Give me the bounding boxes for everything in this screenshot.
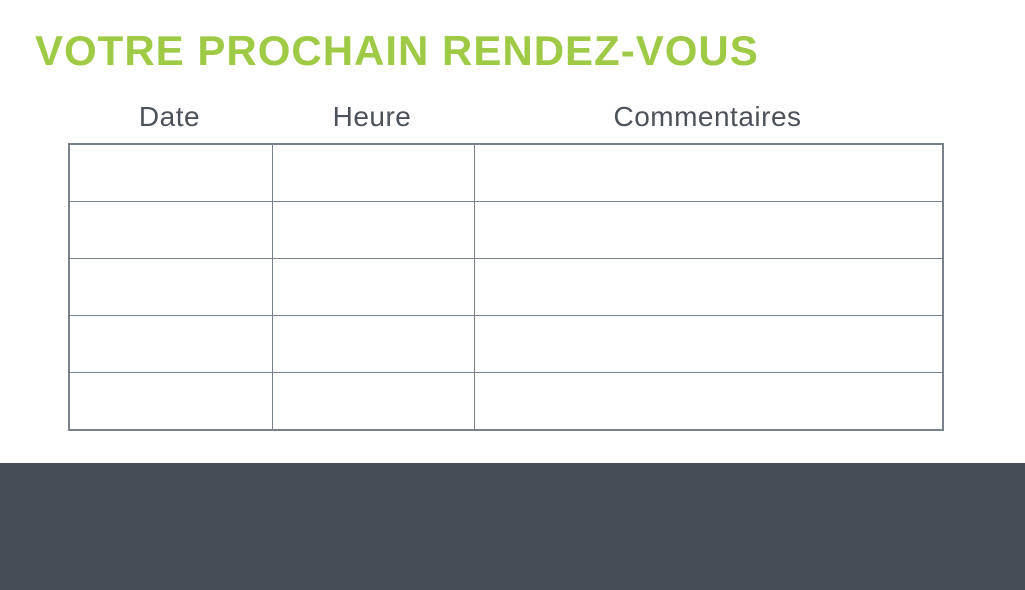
cell-commentaires[interactable] xyxy=(473,258,944,316)
table-row xyxy=(68,372,944,431)
cell-commentaires[interactable] xyxy=(473,201,944,259)
cell-commentaires[interactable] xyxy=(473,315,944,373)
table-row xyxy=(68,315,944,373)
cell-date[interactable] xyxy=(68,372,273,431)
cell-heure[interactable] xyxy=(271,143,475,202)
cell-heure[interactable] xyxy=(271,315,475,373)
cell-commentaires[interactable] xyxy=(473,372,944,431)
cell-heure[interactable] xyxy=(271,201,475,259)
column-header-date: Date xyxy=(138,101,201,132)
column-header-heure: Heure xyxy=(332,101,412,132)
cell-date[interactable] xyxy=(68,201,273,259)
cell-date[interactable] xyxy=(68,315,273,373)
table-column-headers: Date Heure Commentaires xyxy=(68,101,942,133)
cell-date[interactable] xyxy=(68,143,273,202)
table-row xyxy=(68,258,944,316)
cell-commentaires[interactable] xyxy=(473,143,944,202)
page-title: VOTRE PROCHAIN RENDEZ-VOUS xyxy=(35,27,759,74)
cell-heure[interactable] xyxy=(271,372,475,431)
appointments-table xyxy=(68,143,944,431)
table-row xyxy=(68,201,944,259)
cell-heure[interactable] xyxy=(271,258,475,316)
footer-band xyxy=(0,463,1025,590)
column-header-commentaires: Commentaires xyxy=(613,101,802,132)
cell-date[interactable] xyxy=(68,258,273,316)
table-row xyxy=(68,143,944,202)
